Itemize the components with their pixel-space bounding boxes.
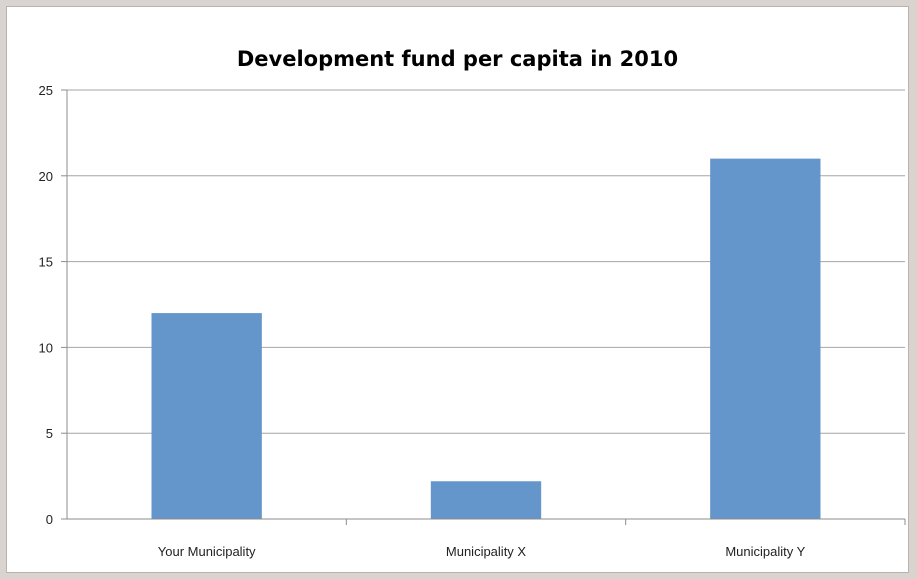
labels: 0 5 10 15 20 25 Your Municipality Municipality … xyxy=(39,83,806,559)
bars xyxy=(151,158,821,519)
bar xyxy=(710,158,821,519)
bar xyxy=(151,313,262,519)
y-tick-label: 25 xyxy=(39,83,53,98)
x-category-label: Municipality X xyxy=(446,544,527,559)
chart-container: Development fund per capita in 2010 0 5 10… xyxy=(6,6,909,573)
x-category-label: Your Municipality xyxy=(158,544,256,559)
y-tick-label: 15 xyxy=(39,255,53,270)
y-tick-label: 20 xyxy=(39,169,53,184)
chart-plot-area: 0 5 10 15 20 25 Your Municipality Municipality … xyxy=(39,83,906,559)
x-category-label: Municipality Y xyxy=(725,544,805,559)
chart-title: Development fund per capita in 2010 xyxy=(236,47,679,71)
axes xyxy=(61,89,906,525)
y-tick-label: 5 xyxy=(46,426,53,441)
y-tick-label: 10 xyxy=(39,340,53,355)
y-tick-label: 0 xyxy=(46,512,53,527)
bar xyxy=(430,481,542,519)
